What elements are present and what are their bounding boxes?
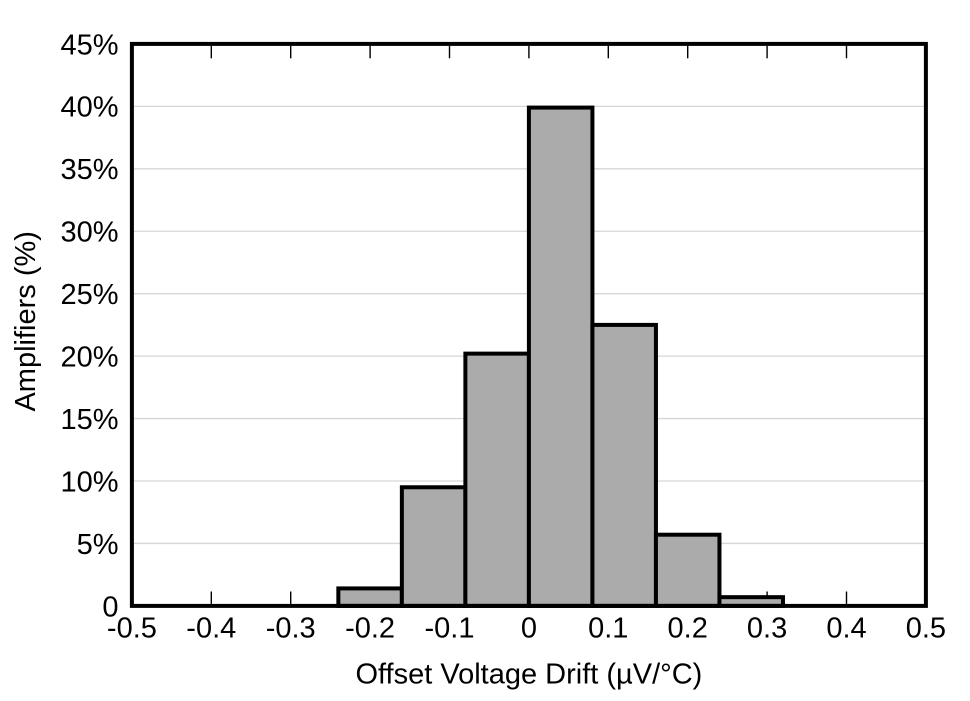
svg-text:-0.4: -0.4 <box>186 612 236 644</box>
svg-text:45%: 45% <box>60 29 118 61</box>
svg-text:10%: 10% <box>60 466 118 498</box>
svg-text:35%: 35% <box>60 154 118 186</box>
svg-text:40%: 40% <box>60 92 118 124</box>
svg-text:30%: 30% <box>60 217 118 249</box>
svg-text:15%: 15% <box>60 404 118 436</box>
svg-text:0.2: 0.2 <box>668 612 708 644</box>
svg-text:Offset Voltage Drift (µV/°C): Offset Voltage Drift (µV/°C) <box>355 659 702 691</box>
svg-text:0.3: 0.3 <box>747 612 787 644</box>
svg-text:0.5: 0.5 <box>906 612 946 644</box>
svg-text:Amplifiers (%): Amplifiers (%) <box>10 231 42 411</box>
svg-text:0.1: 0.1 <box>588 612 628 644</box>
svg-text:0: 0 <box>102 591 118 623</box>
svg-text:20%: 20% <box>60 342 118 374</box>
svg-text:0.4: 0.4 <box>826 612 866 644</box>
svg-text:25%: 25% <box>60 279 118 311</box>
svg-text:5%: 5% <box>77 529 119 561</box>
svg-text:0: 0 <box>521 612 537 644</box>
svg-text:-0.1: -0.1 <box>425 612 475 644</box>
svg-text:-0.2: -0.2 <box>345 612 395 644</box>
svg-text:-0.3: -0.3 <box>266 612 316 644</box>
svg-text:-0.5: -0.5 <box>107 612 157 644</box>
